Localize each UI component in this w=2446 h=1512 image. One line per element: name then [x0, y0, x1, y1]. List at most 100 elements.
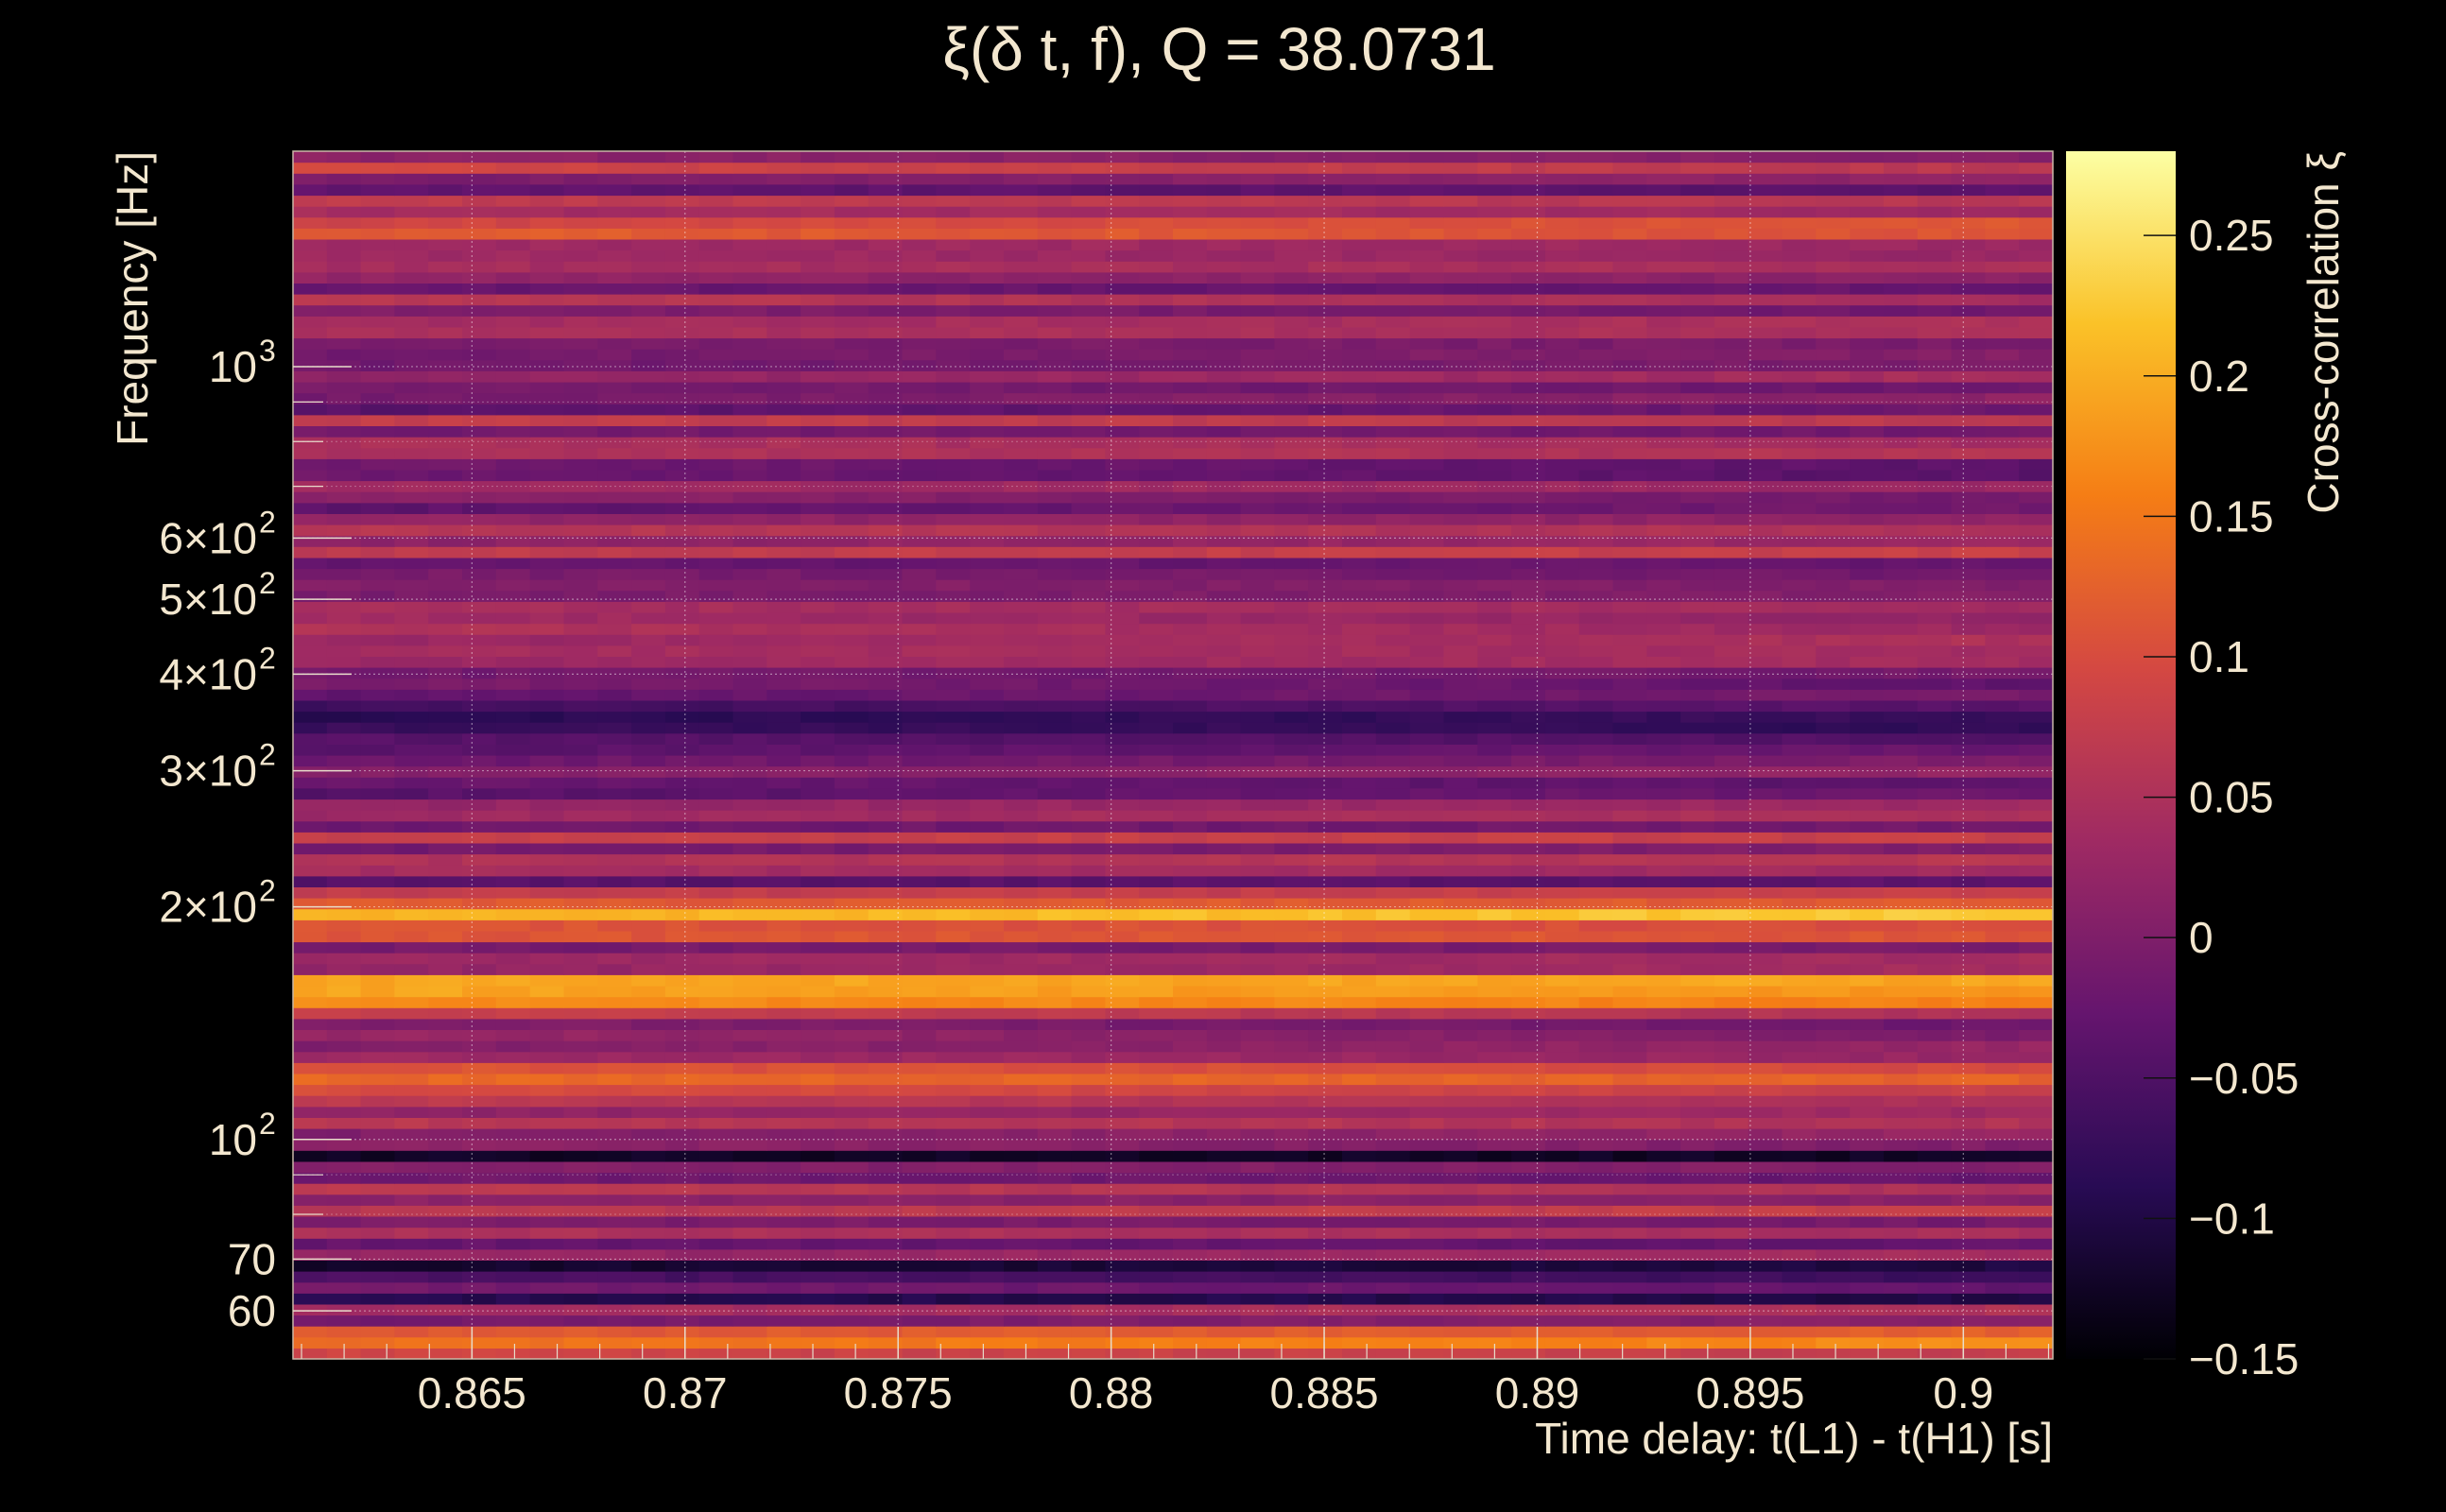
heatmap-cell	[360, 1293, 395, 1305]
heatmap-cell	[732, 787, 767, 800]
heatmap-cell	[1409, 908, 1445, 920]
heatmap-cell	[1578, 1007, 1614, 1020]
heatmap-cell	[1816, 678, 1851, 690]
heatmap-cell	[1274, 678, 1309, 690]
heatmap-cell	[1782, 437, 1817, 449]
heatmap-cell	[1544, 404, 1580, 416]
heatmap-cell	[1375, 513, 1411, 525]
heatmap-cell	[970, 601, 1005, 613]
heatmap-cell	[1443, 1271, 1478, 1283]
heatmap-cell	[868, 1194, 904, 1206]
heatmap-cell	[1477, 1040, 1512, 1053]
heatmap-cell	[1714, 1139, 1749, 1151]
heatmap-cell	[970, 711, 1005, 723]
heatmap-cell	[1308, 535, 1343, 547]
heatmap-cell	[1850, 875, 1885, 887]
heatmap-cell	[1646, 963, 1681, 975]
heatmap-cell	[1105, 612, 1140, 625]
heatmap-cell	[902, 1205, 937, 1217]
heatmap-cell	[1884, 1293, 1919, 1305]
heatmap-cell	[1680, 1073, 1715, 1086]
heatmap-cell	[1917, 986, 1953, 998]
heatmap-cell	[902, 842, 937, 855]
heatmap-cell	[1206, 1051, 1242, 1063]
heatmap-cell	[428, 579, 463, 592]
heatmap-cell	[1274, 755, 1309, 767]
heatmap-cell	[1646, 810, 1681, 822]
heatmap-cell	[563, 744, 598, 756]
heatmap-cell	[293, 1216, 328, 1228]
heatmap-cell	[868, 590, 904, 602]
heatmap-cell	[1105, 1018, 1140, 1030]
heatmap-cell	[1477, 480, 1512, 492]
heatmap-cell	[664, 447, 700, 459]
heatmap-cell	[1511, 557, 1546, 570]
heatmap-cell	[1240, 502, 1275, 514]
heatmap-cell	[1917, 842, 1953, 855]
heatmap-cell	[1714, 337, 1749, 350]
heatmap-cell	[1985, 1150, 2020, 1162]
heatmap-cell	[970, 535, 1005, 547]
heatmap-cell	[834, 1260, 870, 1272]
heatmap-cell	[1037, 337, 1073, 350]
heatmap-cell	[495, 414, 531, 426]
heatmap-cell	[1646, 1051, 1681, 1063]
heatmap-cell	[698, 1018, 734, 1030]
heatmap-cell	[1511, 382, 1546, 394]
heatmap-cell	[936, 447, 971, 459]
heatmap-cell	[902, 865, 937, 877]
heatmap-cell	[1782, 1062, 1817, 1074]
heatmap-cell	[1443, 1248, 1478, 1261]
heatmap-cell	[1274, 953, 1309, 965]
heatmap-cell	[1646, 865, 1681, 877]
heatmap-cell	[394, 1326, 429, 1338]
heatmap-cell	[1578, 1227, 1614, 1239]
heatmap-cell	[293, 689, 328, 701]
heatmap-cell	[1511, 623, 1546, 635]
heatmap-cell	[1173, 1062, 1208, 1074]
heatmap-cell	[2019, 524, 2054, 537]
heatmap-cell	[1850, 557, 1885, 570]
heatmap-cell	[1985, 1183, 2020, 1195]
heatmap-cell	[631, 447, 666, 459]
heatmap-cell	[1748, 1160, 1783, 1174]
heatmap-cell	[1004, 689, 1039, 701]
heatmap-cell	[664, 590, 700, 602]
heatmap-cell	[2019, 1029, 2054, 1041]
heatmap-cell	[495, 359, 531, 371]
heatmap-cell	[1612, 458, 1647, 471]
heatmap-cell	[326, 1095, 362, 1108]
heatmap-cell	[868, 1260, 904, 1272]
heatmap-cell	[936, 1303, 971, 1316]
heatmap-cell	[529, 1183, 565, 1195]
heatmap-cell	[1037, 590, 1073, 602]
heatmap-cell	[1612, 1271, 1647, 1283]
heatmap-cell	[1985, 1348, 2020, 1360]
heatmap-cell	[1917, 996, 1953, 1008]
heatmap-cell	[1240, 1150, 1275, 1162]
heatmap-cell	[970, 414, 1005, 426]
heatmap-cell	[563, 425, 598, 438]
heatmap-cell	[1173, 612, 1208, 625]
heatmap-cell	[597, 744, 632, 756]
heatmap-cell	[1917, 1172, 1953, 1184]
heatmap-cell	[1511, 458, 1546, 471]
heatmap-cell	[1443, 623, 1478, 635]
heatmap-cell	[1206, 579, 1242, 592]
heatmap-cell	[293, 579, 328, 592]
heatmap-cell	[1544, 711, 1580, 723]
heatmap-cell	[462, 644, 497, 657]
heatmap-cell	[563, 865, 598, 877]
heatmap-cell	[868, 842, 904, 855]
heatmap-cell	[1850, 1007, 1885, 1020]
heatmap-cell	[1071, 1095, 1106, 1108]
heatmap-cell	[1612, 1281, 1647, 1294]
heatmap-cell	[732, 1117, 767, 1129]
heatmap-cell	[1748, 1139, 1783, 1151]
heatmap-cell	[834, 1238, 870, 1250]
heatmap-cell	[1985, 1326, 2020, 1338]
heatmap-cell	[801, 1205, 835, 1217]
heatmap-cell	[1037, 502, 1073, 514]
heatmap-cell	[495, 765, 531, 778]
heatmap-cell	[698, 1281, 734, 1294]
